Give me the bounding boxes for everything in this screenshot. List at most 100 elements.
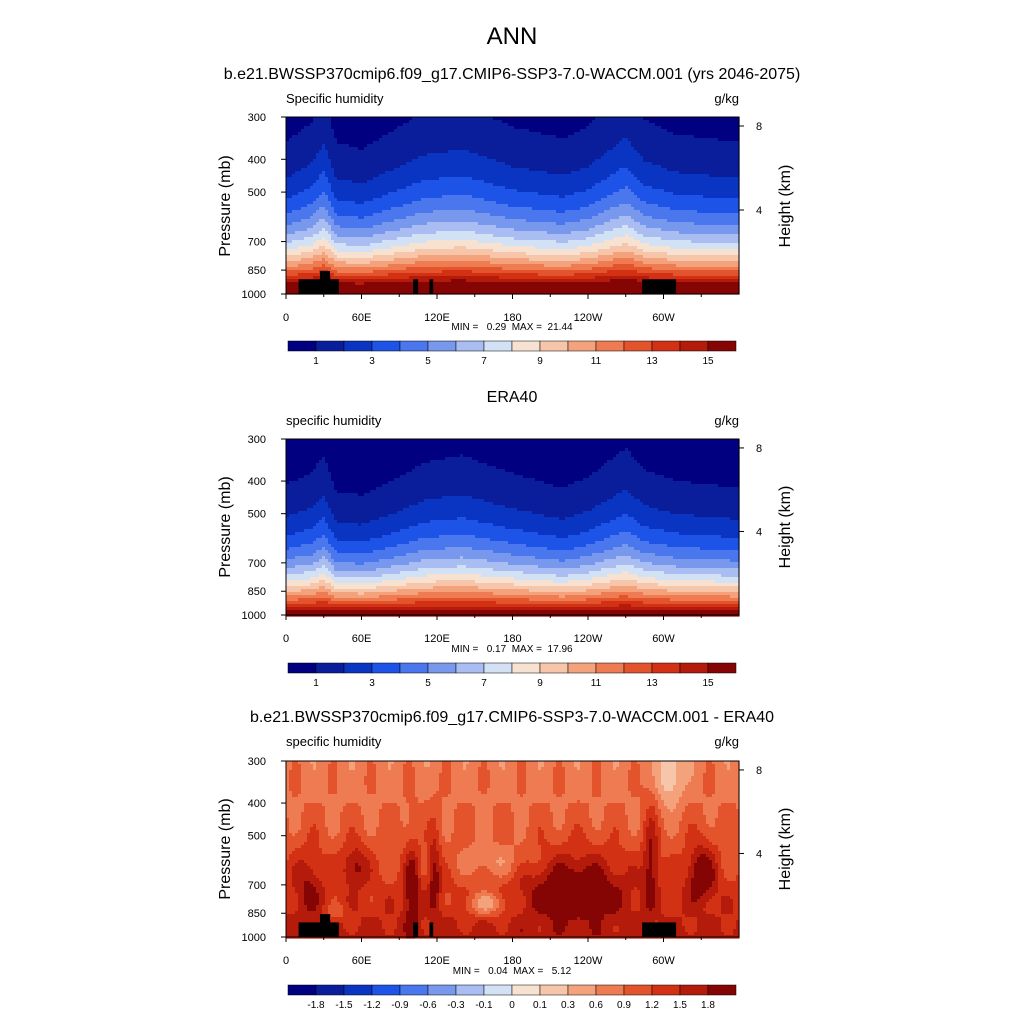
- contour-cell: [295, 863, 308, 867]
- contour-cell: [718, 869, 725, 873]
- contour-cell: [427, 848, 431, 852]
- contour-cell: [403, 776, 416, 780]
- contour-cell: [697, 899, 710, 903]
- contour-cell: [601, 866, 611, 870]
- contour-cell: [544, 514, 575, 518]
- contour-cell: [286, 917, 323, 921]
- contour-cell: [406, 824, 428, 828]
- contour-cell: [325, 228, 332, 232]
- contour-cell: [439, 836, 446, 840]
- contour-cell: [442, 818, 455, 822]
- contour-cell: [496, 896, 503, 900]
- contour-cell: [397, 126, 515, 130]
- y-tick-label: 1000: [242, 289, 266, 301]
- contour-cell: [673, 132, 740, 136]
- contour-cell: [532, 902, 623, 906]
- contour-cell: [598, 863, 608, 867]
- contour-cell: [580, 824, 593, 828]
- contour-cell: [427, 869, 431, 873]
- contour-cell: [424, 917, 428, 921]
- contour-cell: [286, 544, 302, 548]
- contour-cell: [619, 830, 632, 834]
- contour-cell: [286, 183, 314, 187]
- contour-cell: [487, 559, 560, 563]
- contour-cell: [652, 770, 662, 774]
- contour-cell: [286, 123, 311, 127]
- contour-cell: [304, 881, 311, 885]
- y-tick-label: 500: [248, 187, 266, 199]
- contour-cell: [661, 776, 677, 780]
- contour-cell: [403, 773, 416, 777]
- contour-cell: [604, 812, 626, 816]
- contour-cell: [292, 240, 317, 244]
- contour-cell: [628, 225, 647, 229]
- contour-cell: [427, 917, 455, 921]
- contour-cell: [286, 881, 293, 885]
- terrain-mask: [642, 279, 677, 294]
- contour-cell: [358, 896, 371, 900]
- contour-cell: [622, 890, 632, 894]
- contour-cell: [463, 767, 467, 771]
- contour-cell: [403, 123, 509, 127]
- contour-cell: [394, 168, 530, 172]
- contour-cell: [409, 803, 443, 807]
- contour-cell: [667, 589, 740, 593]
- contour-cell: [505, 162, 593, 166]
- contour-cell: [328, 222, 335, 226]
- contour-cell: [334, 514, 389, 518]
- contour-cell: [733, 902, 740, 906]
- contour-cell: [331, 201, 356, 205]
- contour-cell: [469, 761, 482, 765]
- colorbar-label: 7: [481, 356, 487, 367]
- contour-cell: [646, 845, 650, 849]
- contour-cell: [460, 556, 464, 560]
- contour-cell: [703, 845, 719, 849]
- contour-cell: [478, 905, 494, 909]
- contour-cell: [295, 565, 323, 569]
- contour-cell: [346, 878, 371, 882]
- contour-cell: [319, 580, 326, 584]
- contour-cell: [478, 911, 491, 915]
- contour-cell: [427, 222, 479, 226]
- contour-cell: [553, 770, 566, 774]
- x-tick-label: 120E: [424, 312, 450, 324]
- contour-cell: [310, 123, 332, 127]
- contour-cell: [406, 917, 419, 921]
- contour-cell: [682, 794, 707, 798]
- contour-cell: [418, 893, 431, 897]
- contour-cell: [496, 929, 509, 933]
- contour-cell: [451, 872, 461, 876]
- contour-cell: [565, 788, 593, 792]
- contour-cell: [466, 908, 476, 912]
- contour-cell: [679, 532, 740, 536]
- contour-cell: [358, 833, 368, 837]
- y-tick-label: 300: [248, 756, 266, 768]
- contour-cell: [625, 809, 641, 813]
- contour-cell: [607, 195, 638, 199]
- contour-cell: [658, 872, 689, 876]
- contour-cell: [331, 761, 338, 765]
- contour-cell: [442, 496, 473, 500]
- contour-cell: [412, 225, 497, 229]
- contour-cell: [442, 884, 458, 888]
- contour-cell: [718, 866, 722, 870]
- contour-cell: [640, 848, 647, 852]
- contour-cell: [442, 833, 452, 837]
- contour-cell: [634, 496, 740, 500]
- contour-cell: [601, 824, 629, 828]
- contour-cell: [574, 827, 584, 831]
- contour-cell: [643, 839, 647, 843]
- contour-cell: [436, 848, 443, 852]
- contour-cell: [472, 929, 497, 933]
- x-tick-label: 0: [283, 633, 289, 645]
- contour-cell: [391, 896, 404, 900]
- contour-cell: [334, 135, 383, 139]
- contour-cell: [628, 168, 668, 172]
- contour-cell: [655, 884, 659, 888]
- contour-cell: [295, 171, 323, 175]
- contour-cell: [286, 559, 320, 563]
- contour-cell: [736, 923, 740, 927]
- contour-cell: [595, 159, 644, 163]
- contour-cell: [730, 896, 740, 900]
- contour-cell: [472, 270, 608, 274]
